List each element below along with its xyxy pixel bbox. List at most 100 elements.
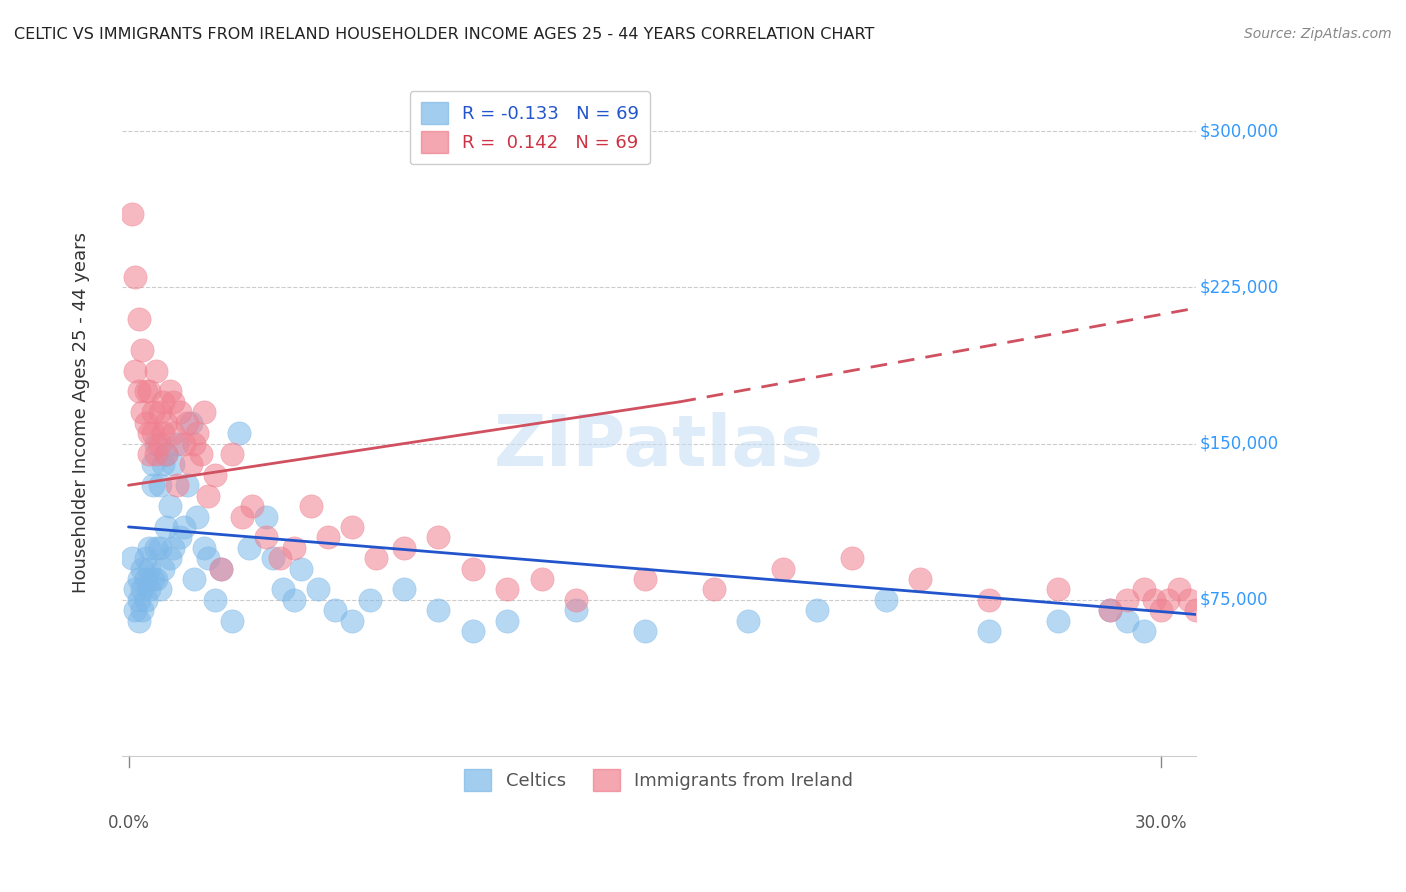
Point — [148, 436, 170, 450]
Point — [124, 603, 146, 617]
Point — [124, 269, 146, 284]
Point — [273, 582, 295, 597]
Point — [254, 509, 277, 524]
Point — [128, 614, 150, 628]
Point — [283, 541, 305, 555]
Point — [204, 467, 226, 482]
Legend: Celtics, Immigrants from Ireland: Celtics, Immigrants from Ireland — [453, 758, 865, 802]
Point — [148, 405, 170, 419]
Point — [155, 520, 177, 534]
Point — [128, 572, 150, 586]
Point — [1098, 603, 1121, 617]
Point — [142, 405, 165, 419]
Point — [145, 541, 167, 555]
Point — [145, 436, 167, 450]
Point — [148, 478, 170, 492]
Point — [138, 426, 160, 441]
Point — [131, 561, 153, 575]
Point — [461, 561, 484, 575]
Text: Householder Income Ages 25 - 44 years: Householder Income Ages 25 - 44 years — [72, 232, 90, 593]
Point — [238, 541, 260, 555]
Point — [806, 603, 828, 617]
Point — [162, 426, 184, 441]
Point — [1133, 624, 1156, 639]
Point — [1167, 582, 1189, 597]
Point — [135, 384, 157, 399]
Point — [138, 384, 160, 399]
Text: $75,000: $75,000 — [1199, 591, 1268, 609]
Point — [142, 478, 165, 492]
Point — [496, 582, 519, 597]
Point — [190, 447, 212, 461]
Point — [142, 572, 165, 586]
Point — [145, 572, 167, 586]
Point — [211, 561, 233, 575]
Point — [231, 509, 253, 524]
Point — [1047, 614, 1070, 628]
Point — [197, 551, 219, 566]
Point — [461, 624, 484, 639]
Point — [1133, 582, 1156, 597]
Point — [254, 530, 277, 544]
Point — [1184, 603, 1206, 617]
Point — [342, 520, 364, 534]
Point — [159, 499, 181, 513]
Point — [121, 207, 143, 221]
Point — [979, 592, 1001, 607]
Point — [121, 551, 143, 566]
Point — [128, 384, 150, 399]
Point — [910, 572, 932, 586]
Point — [128, 592, 150, 607]
Point — [179, 458, 201, 472]
Point — [211, 561, 233, 575]
Point — [565, 592, 588, 607]
Point — [316, 530, 339, 544]
Point — [427, 530, 450, 544]
Text: ZIPatlas: ZIPatlas — [494, 412, 824, 481]
Point — [1047, 582, 1070, 597]
Text: Source: ZipAtlas.com: Source: ZipAtlas.com — [1244, 27, 1392, 41]
Point — [145, 447, 167, 461]
Point — [138, 582, 160, 597]
Point — [1143, 592, 1166, 607]
Point — [159, 384, 181, 399]
Text: $225,000: $225,000 — [1199, 278, 1278, 296]
Point — [138, 447, 160, 461]
Point — [193, 405, 215, 419]
Point — [634, 624, 657, 639]
Point — [197, 489, 219, 503]
Point — [173, 436, 195, 450]
Point — [152, 395, 174, 409]
Point — [145, 364, 167, 378]
Point — [392, 541, 415, 555]
Point — [530, 572, 553, 586]
Point — [176, 416, 198, 430]
Point — [737, 614, 759, 628]
Point — [131, 405, 153, 419]
Point — [131, 343, 153, 357]
Point — [634, 572, 657, 586]
Point — [162, 541, 184, 555]
Point — [138, 541, 160, 555]
Text: CELTIC VS IMMIGRANTS FROM IRELAND HOUSEHOLDER INCOME AGES 25 - 44 YEARS CORRELAT: CELTIC VS IMMIGRANTS FROM IRELAND HOUSEH… — [14, 27, 875, 42]
Point — [262, 551, 284, 566]
Text: 0.0%: 0.0% — [108, 814, 149, 832]
Point — [183, 436, 205, 450]
Point — [155, 447, 177, 461]
Point — [159, 551, 181, 566]
Point — [392, 582, 415, 597]
Point — [135, 592, 157, 607]
Point — [221, 447, 243, 461]
Point — [228, 426, 250, 441]
Point — [152, 561, 174, 575]
Point — [979, 624, 1001, 639]
Point — [162, 458, 184, 472]
Point — [242, 499, 264, 513]
Point — [1178, 592, 1201, 607]
Point — [166, 436, 188, 450]
Point — [1157, 592, 1180, 607]
Point — [148, 582, 170, 597]
Point — [193, 541, 215, 555]
Point — [283, 592, 305, 607]
Point — [1098, 603, 1121, 617]
